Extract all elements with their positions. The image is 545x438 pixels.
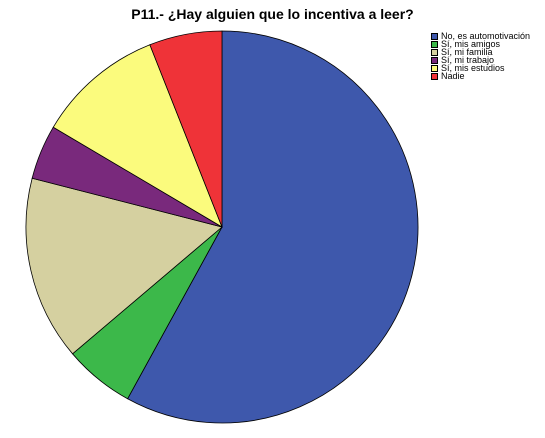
legend-label: Sí, mi trabajo <box>441 55 495 65</box>
chart-legend: No, es automotivación Sí, mis amigos Sí,… <box>431 31 531 81</box>
chart-title: P11.- ¿Hay alguien que lo incentiva a le… <box>131 6 414 22</box>
legend-label: Nadie <box>441 71 465 81</box>
pie-slice <box>127 30 419 424</box>
pie-slice <box>52 44 223 228</box>
legend-item: Sí, mis estudios <box>431 63 530 73</box>
legend-item: Sí, mis amigos <box>431 39 530 49</box>
legend-item: No, es automotivación <box>431 31 531 41</box>
legend-swatch <box>431 40 438 48</box>
legend-label: Sí, mis estudios <box>441 63 505 73</box>
legend-item: Sí, mi trabajo <box>431 55 530 65</box>
legend-swatch <box>431 72 438 80</box>
legend-label: No, es automotivación <box>441 31 531 41</box>
pie-slice <box>25 177 223 355</box>
legend-item: Sí, mi familia <box>431 47 530 57</box>
legend-item: Nadie <box>431 71 530 81</box>
legend-label: Sí, mis amigos <box>441 39 501 49</box>
legend-swatch <box>431 64 438 72</box>
legend-label: Sí, mi familia <box>441 47 493 57</box>
legend-swatch <box>431 48 438 56</box>
pie-slice <box>149 30 223 228</box>
legend-swatch <box>431 32 438 40</box>
legend-swatch <box>431 56 438 64</box>
